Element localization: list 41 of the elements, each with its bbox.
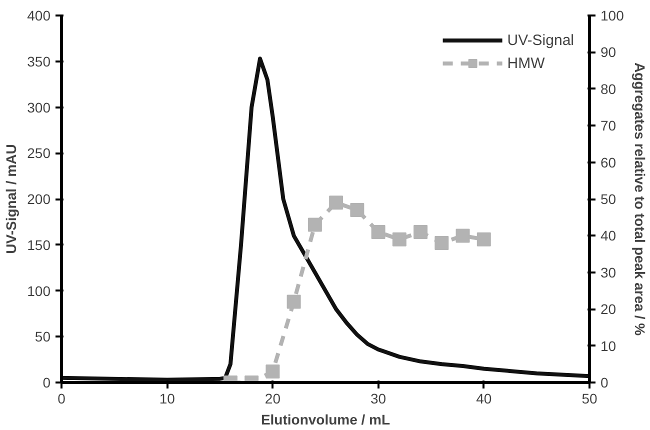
y-tick-label: 300 <box>27 99 51 116</box>
point <box>476 232 491 246</box>
x-tick-label: 30 <box>370 390 386 406</box>
y2-tick-label: 0 <box>600 374 608 390</box>
y-tick-label: 0 <box>42 374 51 390</box>
point <box>392 232 406 246</box>
point <box>308 218 322 232</box>
y-axis-title: UV-Signal / mAU <box>3 144 20 254</box>
point <box>434 236 449 250</box>
y2-tick-label: 80 <box>600 80 616 97</box>
y2-tick-label: 50 <box>600 191 616 207</box>
point <box>456 228 470 243</box>
y2-tick-label: 90 <box>600 44 616 60</box>
legend-label: UV-Signal <box>507 32 574 48</box>
x-tick-label: 10 <box>159 390 176 406</box>
point <box>286 294 301 309</box>
y-tick-label: 200 <box>27 191 51 207</box>
y2-tick-label: 60 <box>600 154 616 170</box>
y2-tick-label: 70 <box>600 118 616 134</box>
x-tick-label: 40 <box>476 390 492 406</box>
y-tick-label: 100 <box>27 282 51 299</box>
y2-tick-label: 20 <box>600 301 616 318</box>
point <box>371 225 386 240</box>
point <box>329 196 344 210</box>
y-tick-label: 250 <box>27 145 51 162</box>
y-tick-label: 400 <box>27 8 51 24</box>
y-tick-label: 50 <box>34 328 51 345</box>
y2-axis-title: Aggregates relative to total peak area / % <box>632 62 648 336</box>
y-tick-label: 150 <box>27 236 51 253</box>
x-tick-label: 0 <box>58 390 66 406</box>
point <box>414 225 428 240</box>
x-tick-label: 20 <box>264 390 281 406</box>
x-axis-title: Elutionvolume / mL <box>260 412 391 428</box>
y2-tick-label: 40 <box>600 228 616 244</box>
y2-tick-label: 30 <box>600 264 616 280</box>
x-tick-label: 50 <box>582 390 598 406</box>
y2-tick-label: 10 <box>600 338 616 354</box>
y2-tick-label: 100 <box>600 8 624 24</box>
y-tick-label: 350 <box>27 53 51 70</box>
point <box>350 203 364 218</box>
legend-label: HMW <box>507 54 545 72</box>
